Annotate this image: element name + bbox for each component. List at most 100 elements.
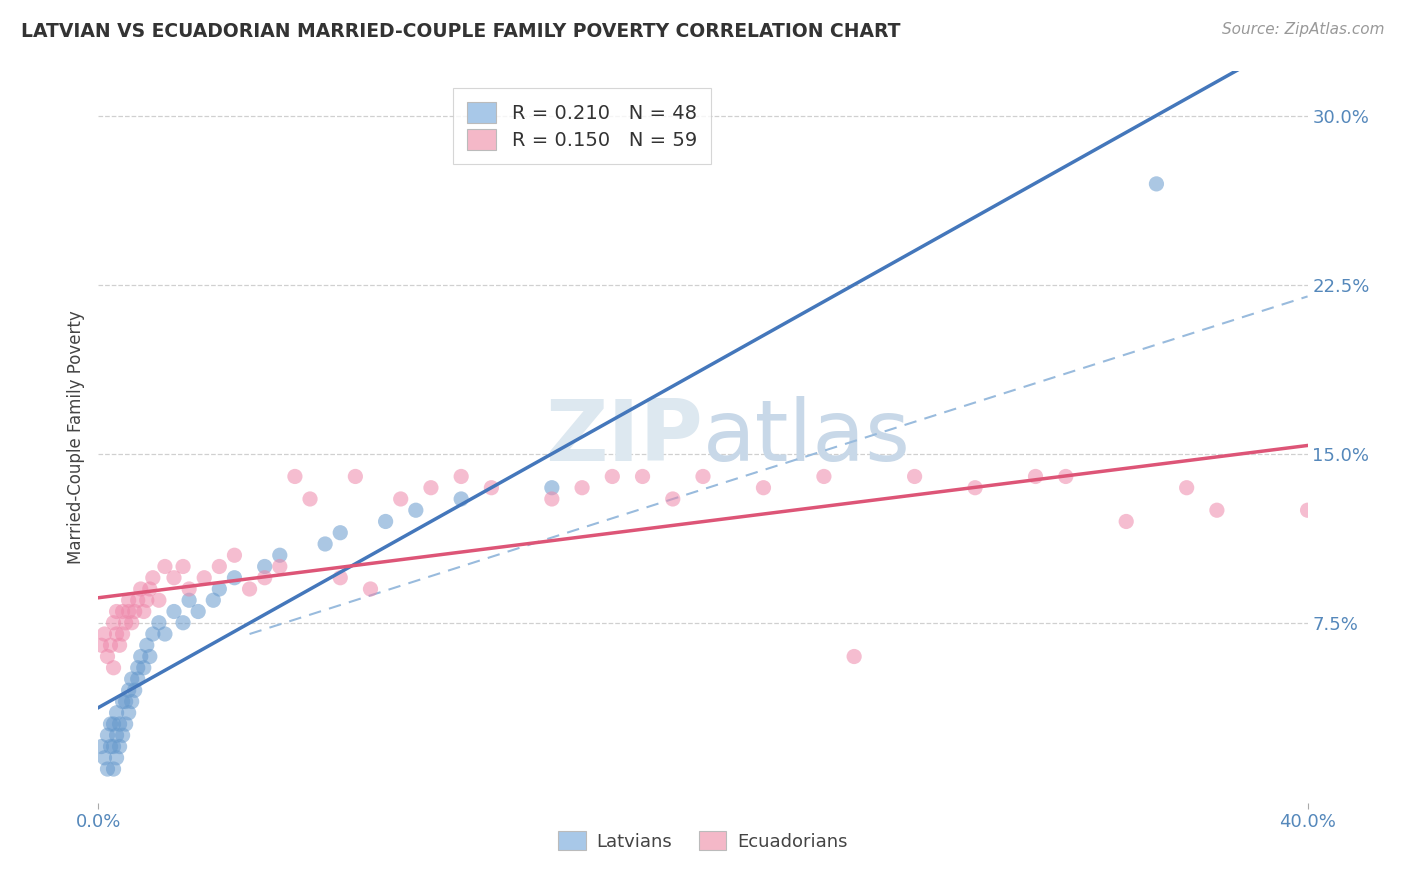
- Point: [202, 593, 225, 607]
- Point: [329, 525, 352, 540]
- Point: [124, 683, 146, 698]
- Point: [105, 728, 128, 742]
- Point: [540, 491, 562, 506]
- Point: [813, 469, 835, 483]
- Point: [121, 694, 143, 708]
- Point: [105, 706, 128, 720]
- Point: [163, 605, 186, 619]
- Point: [284, 469, 307, 483]
- Point: [1296, 503, 1319, 517]
- Point: [100, 717, 122, 731]
- Point: [148, 593, 170, 607]
- Text: atlas: atlas: [703, 395, 911, 479]
- Point: [420, 481, 443, 495]
- Point: [224, 548, 246, 562]
- Point: [132, 605, 155, 619]
- Point: [127, 593, 149, 607]
- Point: [208, 582, 231, 596]
- Point: [139, 649, 162, 664]
- Point: [153, 559, 176, 574]
- Point: [100, 739, 122, 754]
- Point: [93, 751, 115, 765]
- Point: [148, 615, 170, 630]
- Point: [752, 481, 775, 495]
- Point: [253, 559, 276, 574]
- Point: [114, 615, 136, 630]
- Point: [208, 559, 231, 574]
- Point: [269, 559, 291, 574]
- Point: [844, 649, 866, 664]
- Point: [142, 571, 165, 585]
- Point: [269, 548, 291, 562]
- Point: [1024, 469, 1046, 483]
- Point: [121, 672, 143, 686]
- Point: [105, 627, 128, 641]
- Point: [153, 627, 176, 641]
- Text: ZIP: ZIP: [546, 395, 703, 479]
- Point: [103, 661, 125, 675]
- Point: [692, 469, 714, 483]
- Point: [1206, 503, 1229, 517]
- Point: [253, 571, 276, 585]
- Point: [661, 491, 683, 506]
- Point: [96, 649, 118, 664]
- Point: [124, 605, 146, 619]
- Point: [344, 469, 367, 483]
- Point: [1054, 469, 1077, 483]
- Point: [103, 762, 125, 776]
- Point: [127, 672, 149, 686]
- Point: [103, 717, 125, 731]
- Point: [90, 739, 112, 754]
- Point: [329, 571, 352, 585]
- Point: [129, 649, 152, 664]
- Point: [904, 469, 927, 483]
- Point: [142, 627, 165, 641]
- Point: [100, 638, 122, 652]
- Point: [389, 491, 412, 506]
- Text: LATVIAN VS ECUADORIAN MARRIED-COUPLE FAMILY POVERTY CORRELATION CHART: LATVIAN VS ECUADORIAN MARRIED-COUPLE FAM…: [21, 22, 901, 41]
- Point: [965, 481, 987, 495]
- Point: [118, 706, 141, 720]
- Point: [96, 762, 118, 776]
- Point: [127, 661, 149, 675]
- Point: [114, 717, 136, 731]
- Point: [299, 491, 322, 506]
- Point: [114, 694, 136, 708]
- Point: [631, 469, 654, 483]
- Point: [111, 694, 134, 708]
- Point: [314, 537, 336, 551]
- Point: [105, 751, 128, 765]
- Point: [172, 559, 194, 574]
- Point: [374, 515, 396, 529]
- Legend: Latvians, Ecuadorians: Latvians, Ecuadorians: [550, 822, 856, 860]
- Point: [163, 571, 186, 585]
- Point: [103, 739, 125, 754]
- Point: [118, 683, 141, 698]
- Point: [1175, 481, 1198, 495]
- Point: [96, 728, 118, 742]
- Point: [111, 605, 134, 619]
- Point: [139, 582, 162, 596]
- Y-axis label: Married-Couple Family Poverty: Married-Couple Family Poverty: [66, 310, 84, 564]
- Point: [129, 582, 152, 596]
- Point: [224, 571, 246, 585]
- Point: [93, 627, 115, 641]
- Point: [405, 503, 427, 517]
- Point: [135, 638, 157, 652]
- Point: [602, 469, 624, 483]
- Point: [481, 481, 503, 495]
- Point: [187, 605, 209, 619]
- Point: [90, 638, 112, 652]
- Point: [121, 615, 143, 630]
- Point: [118, 605, 141, 619]
- Point: [111, 627, 134, 641]
- Point: [132, 661, 155, 675]
- Point: [540, 481, 562, 495]
- Point: [1115, 515, 1137, 529]
- Point: [193, 571, 215, 585]
- Point: [1144, 177, 1167, 191]
- Text: Source: ZipAtlas.com: Source: ZipAtlas.com: [1222, 22, 1385, 37]
- Point: [108, 739, 131, 754]
- Point: [111, 728, 134, 742]
- Point: [135, 593, 157, 607]
